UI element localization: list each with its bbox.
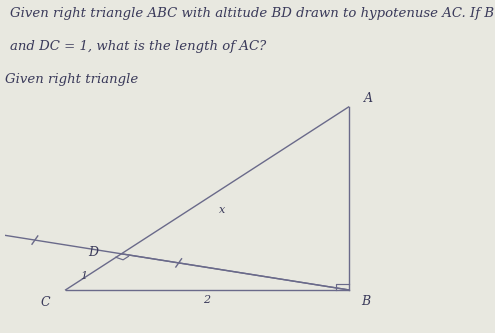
Text: 2: 2 <box>203 294 211 304</box>
Text: 1: 1 <box>80 271 87 281</box>
Text: and DC = 1, what is the length of AC?: and DC = 1, what is the length of AC? <box>10 40 266 53</box>
Text: D: D <box>88 246 98 259</box>
Text: C: C <box>41 296 50 309</box>
Text: Given right triangle ABC with altitude BD drawn to hypotenuse AC. If BC = 2: Given right triangle ABC with altitude B… <box>10 7 495 20</box>
Text: x: x <box>219 205 225 215</box>
Text: B: B <box>361 295 370 308</box>
Text: A: A <box>364 92 373 105</box>
Text: Given right triangle: Given right triangle <box>5 73 143 86</box>
